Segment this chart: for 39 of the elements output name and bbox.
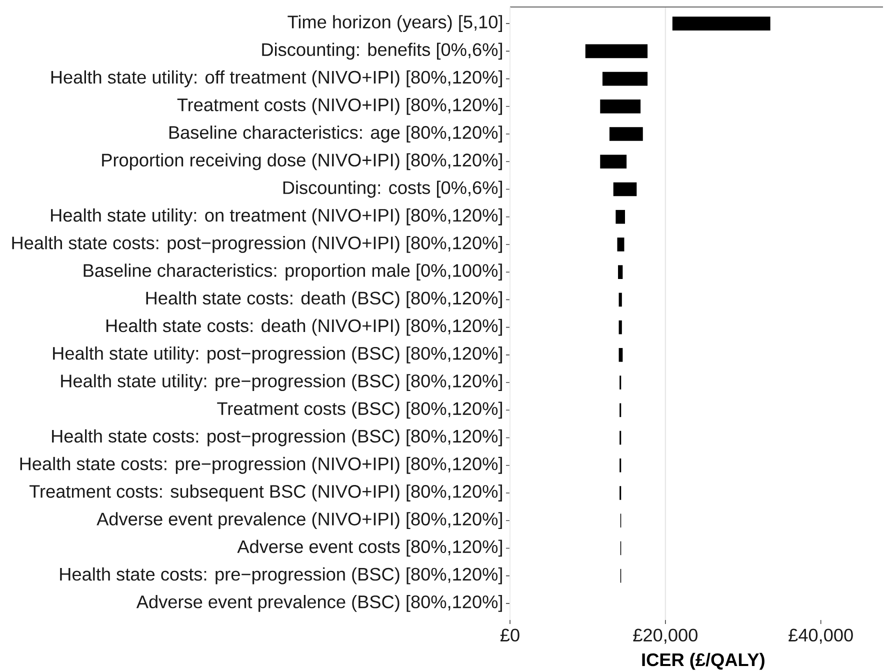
- bar: [618, 265, 623, 279]
- x-tick-label: £0: [500, 628, 520, 642]
- x-axis-title: ICER (£/QALY): [642, 652, 764, 670]
- bar: [600, 154, 627, 169]
- bar: [585, 44, 648, 58]
- y-tick-label: Health state costs: post−progression (BSC) [80%,120%]: [52, 429, 502, 446]
- bar: [616, 210, 626, 224]
- y-tick-label: Adverse event prevalence (BSC) [80%,120%]: [136, 594, 502, 612]
- bar: [618, 320, 622, 334]
- x-tick-label: £40,000: [788, 628, 853, 644]
- y-tick-label: Treatment costs: subsequent BSC (NIVO+IPI) [80%,120%]: [29, 484, 502, 502]
- y-tick-label: Adverse event costs [80%,120%]: [237, 540, 502, 557]
- y-tick-label: Adverse event prevalence (NIVO+IPI) [80%,120%]: [96, 512, 502, 530]
- y-tick-label: Health state utility: on treatment (NIVO+IPI) [80%,120%]: [51, 208, 502, 226]
- y-tick-label: Proportion receiving dose (NIVO+IPI) [80%,120%]: [102, 153, 502, 170]
- y-tick-label: Health state utility: post−progression (BSC) [80%,120%]: [53, 346, 502, 364]
- bar: [602, 72, 648, 86]
- y-tick-label: Health state costs: pre−progression (BSC) [80%,120%]: [60, 567, 502, 584]
- y-tick-label: Baseline characteristics: age [80%,120%]: [169, 126, 502, 142]
- bar: [617, 238, 624, 252]
- y-tick-label: Health state utility: off treatment (NIVO+IPI) [80%,120%]: [51, 70, 502, 88]
- bar: [618, 348, 623, 362]
- y-tick-label: Discounting: benefits [0%,6%]: [262, 42, 502, 60]
- x-tick-label: £20,000: [633, 628, 698, 644]
- y-tick-label: Health state costs: death (BSC) [80%,120%]: [146, 291, 502, 308]
- y-tick-label: Discounting: costs [0%,6%]: [283, 180, 502, 198]
- y-tick-label: Time horizon (years) [5,10]: [288, 15, 502, 32]
- bar: [618, 292, 622, 307]
- y-tick-label: Health state costs: death (NIVO+IPI) [80%,120%]: [106, 318, 502, 336]
- y-tick-label: Baseline characteristics: proportion male [0%,100%]: [84, 264, 502, 281]
- bar: [672, 16, 770, 30]
- bar: [609, 127, 643, 141]
- y-tick-label: Health state utility: pre−progression (BSC) [80%,120%]: [61, 374, 502, 391]
- bar: [600, 100, 641, 114]
- bar: [613, 182, 637, 196]
- y-tick-label: Treatment costs (BSC) [80%,120%]: [217, 402, 502, 419]
- y-tick-label: Treatment costs (NIVO+IPI) [80%,120%]: [177, 98, 502, 115]
- y-tick-label: Health state costs: pre−progression (NIVO+IPI) [80%,120%]: [20, 456, 502, 474]
- y-tick-label: Health state costs: post−progression (NIVO+IPI) [80%,120%]: [12, 236, 502, 253]
